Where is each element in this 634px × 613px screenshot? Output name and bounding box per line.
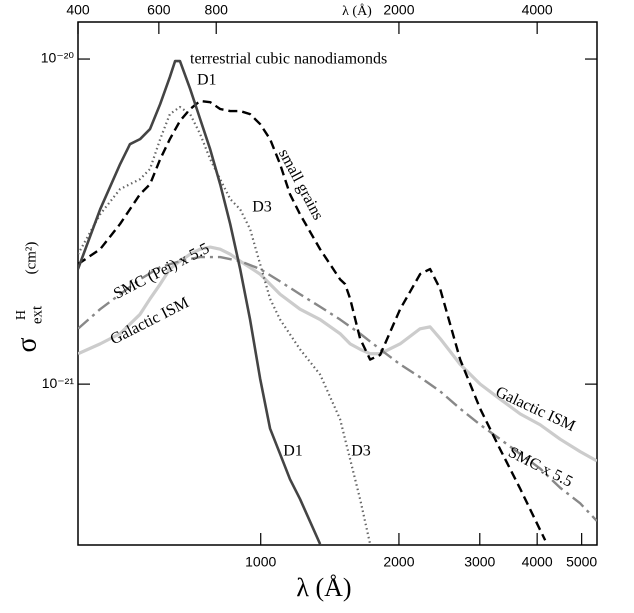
annotation: D3 (252, 199, 272, 216)
annotation: small grains (275, 146, 327, 223)
y-label-subscript: ext (29, 305, 45, 324)
series-line (78, 99, 547, 541)
x-tick-label: 5000 (566, 554, 597, 570)
x2-tick-label: 2000 (383, 2, 414, 18)
series-line (78, 255, 597, 522)
plot-area (78, 59, 597, 545)
x-tick-label: 3000 (464, 554, 495, 570)
y-tick-label: 10⁻²¹ (42, 375, 75, 391)
series-line (78, 245, 597, 463)
x2-tick-label: 600 (147, 2, 171, 18)
annotation: SMC (Pei) x 5.5 (111, 240, 212, 303)
x2-axis-label: λ (Å) (342, 3, 372, 19)
x2-tick-label: 4000 (522, 2, 553, 18)
x-tick-label: 4000 (522, 554, 553, 570)
y-label-superscript: H (14, 310, 29, 320)
annotation: D1 (197, 72, 217, 89)
x-tick-label: 2000 (383, 554, 414, 570)
x-tick-label: 1000 (245, 554, 276, 570)
annotation: SMC x 5.5 (505, 444, 575, 491)
annotation: D1 (283, 443, 303, 460)
x2-tick-label: 400 (66, 2, 90, 18)
y-label-symbol: σ (11, 337, 42, 352)
x2-tick-label: 800 (205, 2, 229, 18)
series-line (78, 59, 322, 545)
annotation: D3 (351, 443, 371, 460)
y-axis-label: σ H ext (cm²) (11, 242, 45, 353)
annotation: terrestrial cubic nanodiamonds (190, 51, 387, 68)
x-axis-label: λ (Å) (296, 573, 351, 602)
y-tick-label: 10⁻²⁰ (41, 50, 75, 66)
annotation: Galactic ISM (493, 383, 578, 435)
y-label-unit: (cm²) (23, 242, 39, 275)
plot-frame (77, 21, 598, 546)
